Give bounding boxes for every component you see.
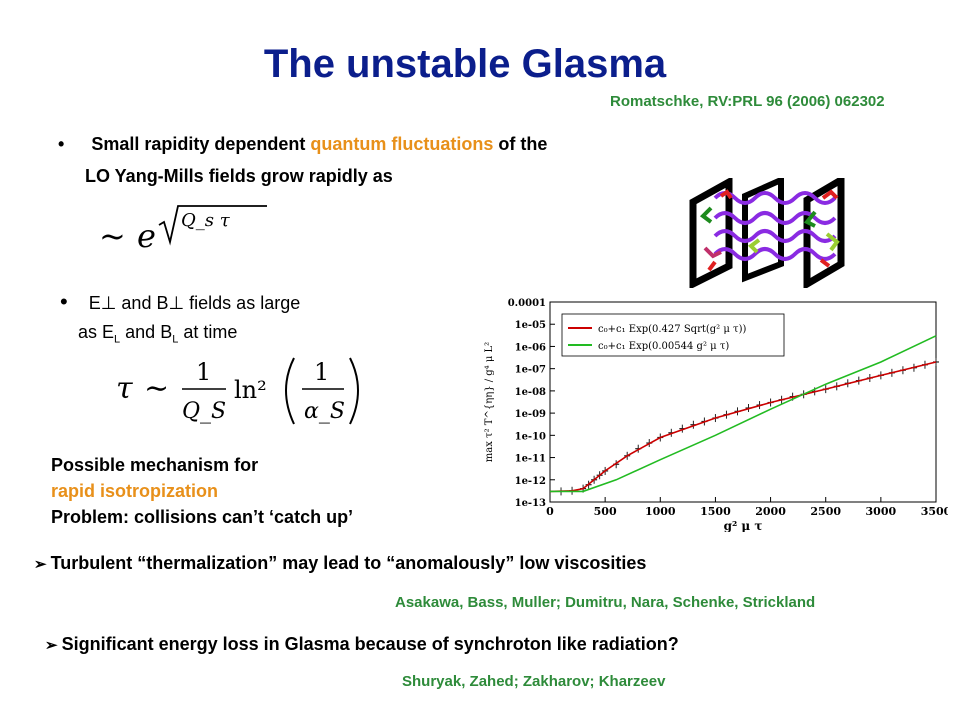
y-tick-label: 1e-10	[515, 431, 546, 442]
formula-sim: ~	[99, 217, 126, 255]
glasma-illustration	[689, 178, 845, 288]
x-tick-label: 500	[594, 505, 617, 518]
legend-label: c₀+c₁ Exp(0.00544 g² μ τ)	[598, 341, 729, 352]
x-axis-label: g² μ τ	[724, 519, 763, 532]
y-tick-label: 0.0001	[508, 298, 546, 309]
formula-qs: Q_S	[182, 399, 226, 424]
text-at-time: at time	[178, 322, 238, 342]
plate-right	[803, 178, 845, 288]
mechanism-line-3: Problem: collisions can’t ‘catch up’	[51, 507, 354, 527]
y-axis-label: max τ² T^{ηη} / g⁴ μ L²	[484, 342, 495, 462]
y-tick-label: 1e-06	[515, 342, 546, 353]
bullet-1-suffix: of the	[493, 134, 548, 154]
glasma-growth-chart: 0 500 1000 1500 2000 2500 3000 3500 0.0001 1e-05 1…	[484, 298, 948, 532]
right-paren	[349, 357, 359, 425]
x-tick-label: 3500	[921, 505, 948, 518]
arrow-bullet-2: ➢ Significant energy loss in Glasma becau…	[45, 634, 679, 655]
plate-left	[689, 178, 733, 288]
y-tick-label: 1e-13	[515, 498, 546, 509]
color-charges	[699, 189, 840, 272]
bullet-2-text: fields as large	[184, 293, 301, 313]
perp-symbol: ⊥	[100, 293, 117, 313]
x-tick-label: 3000	[866, 505, 897, 518]
formula-exponent: Q_s τ	[181, 210, 231, 231]
mechanism-text: Possible mechanism for rapid isotropizat…	[51, 452, 353, 530]
growth-formula: ~ e Q_s τ	[99, 205, 267, 255]
formula-numerator-2: 1	[314, 358, 329, 386]
x-tick-label: 1000	[645, 505, 676, 518]
formula-alpha: α_S	[304, 399, 345, 424]
formula-numerator: 1	[196, 358, 211, 386]
y-tick-label: 1e-09	[515, 409, 546, 420]
formula-exp-base: e	[137, 217, 156, 255]
bullet-1: • Small rapidity dependent quantum fluct…	[58, 134, 547, 155]
arrow-bullet-1-text: Turbulent “thermalization” may lead to “…	[50, 553, 647, 573]
legend-box	[561, 313, 785, 357]
y-tick-label: 1e-11	[515, 454, 546, 465]
x-tick-label: 1500	[700, 505, 731, 518]
mechanism-line-1: Possible mechanism for	[51, 455, 259, 475]
bullet-marker-2: •	[60, 289, 68, 314]
x-tick-label: 0	[546, 505, 554, 518]
y-tick-label: 1e-05	[515, 320, 546, 331]
bullet-1-text: Small rapidity dependent	[91, 134, 311, 154]
series-line-1	[550, 335, 937, 493]
formula-ln: ln²	[234, 376, 267, 404]
time-formula: τ ∼ 1 Q_S ln² 1 α_S	[116, 357, 359, 425]
reference-romatschke: Romatschke, RV:PRL 96 (2006) 062302	[610, 93, 885, 110]
y-tick-label: 1e-07	[515, 365, 546, 376]
perp-symbol-2: ⊥	[168, 293, 185, 313]
legend-label: c₀+c₁ Exp(0.427 Sqrt(g² μ τ))	[598, 324, 746, 335]
e-field: E	[88, 293, 101, 313]
series-line-0	[549, 361, 937, 493]
mechanism-line-2: rapid isotropization	[51, 481, 219, 501]
y-tick-label: 1e-12	[515, 476, 546, 487]
highlight-quantum-fluctuations: quantum fluctuations	[310, 134, 494, 154]
wavy-field-lines	[713, 191, 837, 261]
bullet-2: • E⊥ and B⊥ fields as large	[60, 289, 300, 315]
x-tick-label: 2500	[810, 505, 841, 518]
sqrt-symbol	[158, 205, 267, 246]
x-tick-label: 2000	[755, 505, 786, 518]
bullet-1-line2: LO Yang-Mills fields grow rapidly as	[85, 166, 393, 186]
arrow-marker-1: ➢	[34, 556, 47, 573]
plate-middle	[742, 178, 784, 283]
text-and-b: and B	[120, 322, 173, 342]
bullet-2-line2: as EL and BL at time	[78, 322, 237, 346]
arrow-bullet-1: ➢ Turbulent “thermalization” may lead to …	[34, 553, 646, 574]
arrow-marker-2: ➢	[45, 637, 58, 654]
subscript-l: L	[114, 333, 121, 346]
text-as-e: as E	[78, 322, 115, 342]
slide-title: The unstable Glasma	[263, 42, 667, 86]
reference-shuryak: Shuryak, Zahed; Zakharov; Kharzeev	[402, 673, 666, 690]
y-tick-label: 1e-08	[515, 387, 546, 398]
formula-sim-2: ∼	[144, 371, 169, 406]
left-paren	[285, 357, 295, 425]
reference-asakawa: Asakawa, Bass, Muller; Dumitru, Nara, Sc…	[395, 594, 816, 611]
subscript-l-2: L	[172, 333, 179, 346]
b-field: and B	[116, 293, 169, 313]
bullet-marker: •	[58, 134, 65, 154]
arrow-bullet-2-text: Significant energy loss in Glasma becaus…	[61, 634, 679, 654]
formula-tau: τ	[116, 371, 133, 406]
